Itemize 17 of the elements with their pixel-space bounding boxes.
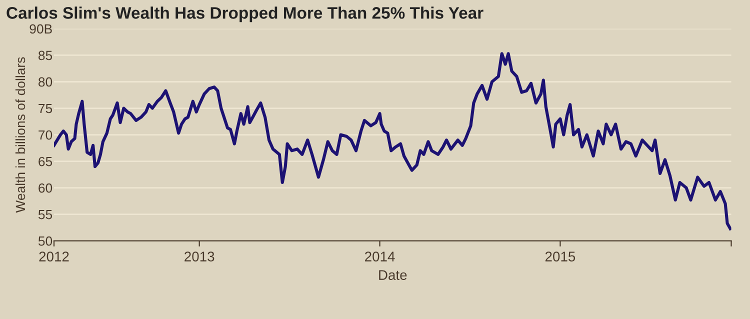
x-tick-label: 2012 (39, 252, 69, 262)
y-tick-label: 70 (38, 130, 52, 140)
y-axis-title: Wealth in billions of dollars (15, 57, 26, 213)
y-tick-label: 85 (38, 50, 52, 60)
x-axis-title: Date (379, 270, 407, 280)
x-tick-label: 2014 (365, 252, 395, 262)
y-tick-label: 80 (38, 77, 52, 87)
chart-title: Carlos Slim's Wealth Has Dropped More Than 25% This Year (6, 6, 484, 22)
y-tick-label: 75 (38, 104, 52, 114)
line-series (54, 52, 732, 230)
y-tick-label: 90B (30, 24, 52, 34)
x-tick-label: 2013 (184, 252, 214, 262)
y-tick-label: 65 (38, 156, 52, 166)
y-tick-label: 50 (38, 236, 52, 246)
x-tick-label: 2015 (545, 252, 576, 262)
y-tick-label: 55 (38, 210, 52, 220)
y-tick-label: 60 (38, 183, 52, 193)
